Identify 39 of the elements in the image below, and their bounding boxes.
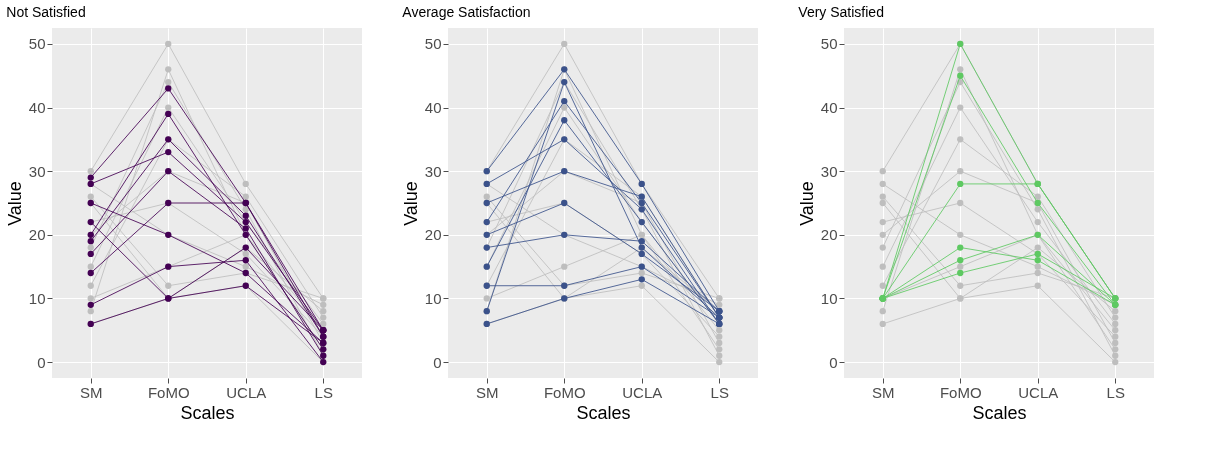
y-tick-label: 30 xyxy=(424,162,442,180)
x-tick-label: LS xyxy=(710,383,729,401)
x-tick-label: SM xyxy=(476,383,499,401)
y-tick-label: 50 xyxy=(424,35,442,53)
y-axis-title: Value xyxy=(400,181,421,226)
y-tick-label: 20 xyxy=(820,226,838,244)
y-axis-title: Value xyxy=(796,181,817,226)
x-tick-label: UCLA xyxy=(1018,383,1059,401)
y-tick-label: 20 xyxy=(28,226,46,244)
chart-title: Average Satisfaction xyxy=(402,4,531,20)
y-tick-label: 10 xyxy=(28,289,46,307)
y-tick-label: 30 xyxy=(28,162,46,180)
x-axis-title: Scales xyxy=(972,402,1027,423)
y-tick-label: 0 xyxy=(433,353,442,371)
y-tick-label: 10 xyxy=(820,289,838,307)
y-axis-title: Value xyxy=(4,181,25,226)
y-tick-label: 10 xyxy=(424,289,442,307)
y-tick-label: 50 xyxy=(28,35,46,53)
x-tick-label: SM xyxy=(80,383,103,401)
x-tick-label: UCLA xyxy=(226,383,267,401)
x-tick-label: LS xyxy=(1106,383,1125,401)
x-tick-label: SM xyxy=(872,383,895,401)
y-tick-label: 50 xyxy=(820,35,838,53)
x-tick-label: FoMO xyxy=(147,383,190,401)
x-tick-label: UCLA xyxy=(622,383,663,401)
y-tick-label: 30 xyxy=(820,162,838,180)
x-tick-label: FoMO xyxy=(543,383,586,401)
x-tick-label: LS xyxy=(314,383,333,401)
y-tick-label: 40 xyxy=(28,99,46,117)
x-axis-title: Scales xyxy=(576,402,631,423)
y-tick-label: 40 xyxy=(820,99,838,117)
x-axis-title: Scales xyxy=(180,402,235,423)
y-tick-label: 40 xyxy=(424,99,442,117)
x-tick-label: FoMO xyxy=(939,383,982,401)
chart-title: Very Satisfied xyxy=(798,4,884,20)
y-tick-label: 0 xyxy=(829,353,838,371)
chart-title: Not Satisfied xyxy=(6,4,86,20)
y-tick-label: 0 xyxy=(37,353,46,371)
y-tick-label: 20 xyxy=(424,226,442,244)
